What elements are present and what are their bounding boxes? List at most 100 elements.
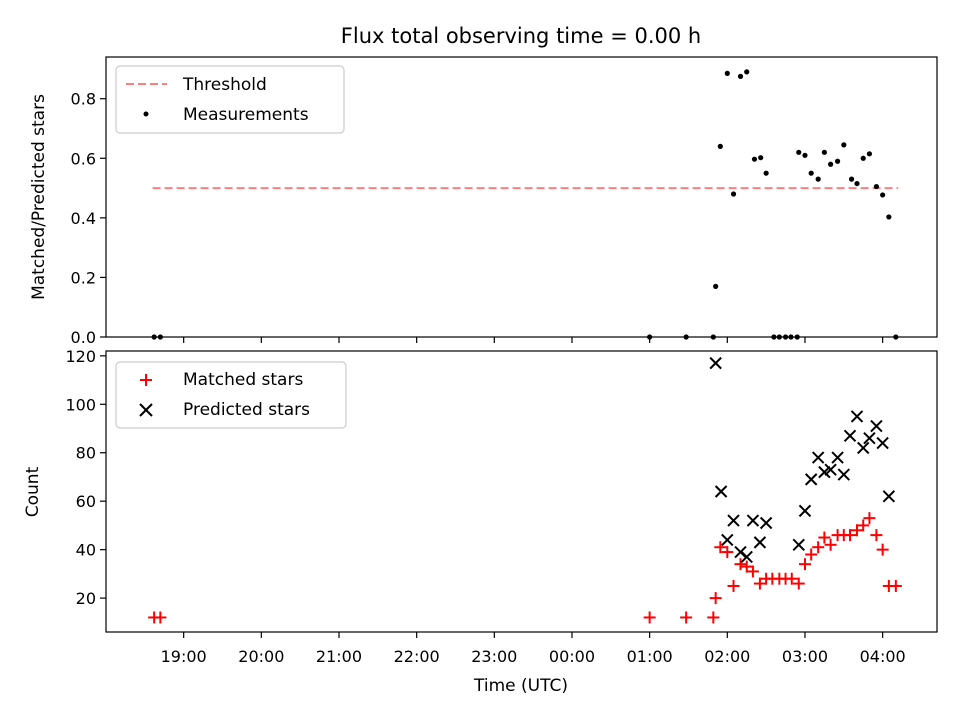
ratio-y-tick-label: 0.6 — [71, 149, 96, 168]
measurement-point — [815, 176, 821, 182]
count-x-tick-label: 19:00 — [161, 647, 207, 666]
matched-stars-point — [844, 529, 857, 542]
count-legend-box — [115, 361, 347, 429]
count-panel-frame — [105, 350, 938, 633]
measurements-legend-label: Measurements — [183, 105, 309, 125]
predicted-stars-point — [857, 441, 870, 455]
matched-stars-point — [798, 558, 811, 571]
measurement-point — [724, 70, 730, 76]
predicted-stars-point — [804, 473, 818, 486]
count-legend: Matched stars Predicted stars — [115, 361, 347, 429]
matched-stars-point — [740, 560, 753, 573]
predicted-stars-point — [831, 451, 844, 464]
count-x-tick-label: 22:00 — [394, 647, 440, 666]
measurement-point — [713, 283, 719, 289]
measurement-point — [808, 170, 814, 176]
measurement-point — [763, 170, 769, 176]
predicted-stars-point — [753, 536, 767, 549]
ratio-legend-box — [115, 65, 345, 134]
matched-stars-point — [721, 546, 734, 559]
predicted-stars-point — [843, 429, 857, 442]
measurement-point — [821, 149, 827, 155]
count-x-tick-label: 04:00 — [860, 647, 906, 666]
matched-stars-point — [727, 579, 740, 592]
count-x-tick-label: 01:00 — [627, 647, 673, 666]
predicted-stars-point — [740, 550, 753, 564]
predicted-stars-point — [863, 431, 876, 445]
matched-stars-point — [824, 538, 837, 551]
count-y-tick-label: 60 — [76, 492, 96, 511]
predicted-stars-point — [709, 356, 722, 370]
matched-stars-point — [851, 524, 864, 537]
matched-stars-point — [870, 529, 883, 542]
predicted-stars-point — [882, 490, 896, 503]
predicted-stars-point — [721, 533, 734, 547]
matched-stars-point — [643, 611, 656, 624]
matched-stars-point — [863, 512, 876, 525]
ratio-y-axis-label: Matched/Predicted stars — [29, 94, 49, 300]
matched-stars-point — [857, 519, 870, 532]
matched-stars-point — [734, 558, 747, 571]
measurement-point — [737, 73, 744, 79]
count-x-tick-label: 21:00 — [316, 647, 362, 666]
count-points — [148, 356, 902, 624]
matched-stars-point — [876, 543, 889, 556]
matched-stars-point — [812, 541, 825, 554]
count-y-tick-label: 120 — [65, 347, 96, 366]
predicted-stars-point — [870, 419, 883, 433]
predicted-stars-point — [876, 436, 889, 450]
count-y-tick-label: 20 — [76, 589, 96, 608]
measurement-point — [834, 158, 841, 164]
measurement-point — [886, 214, 892, 220]
predicted-stars-point — [811, 451, 825, 464]
measurement-point — [730, 191, 737, 197]
count-x-tick-label: 20:00 — [238, 647, 284, 666]
measurement-point — [880, 192, 886, 198]
matched-stars-point — [805, 548, 818, 561]
predicted-stars-point — [746, 514, 760, 527]
predicted-stars-point — [759, 516, 773, 530]
count-x-tick-label: 03:00 — [782, 647, 828, 666]
count-panel: 20 40 60 80 100 120 19:00 20:00 21:00 22:00 23:00 0… — [23, 347, 938, 696]
measurement-point — [828, 161, 834, 167]
count-y-tick-label: 80 — [76, 444, 96, 463]
ratio-y-tick-label: 0.4 — [71, 209, 96, 228]
measurement-point — [758, 155, 764, 161]
predicted-legend-swatch — [139, 403, 153, 417]
predicted-stars-point — [837, 468, 851, 481]
count-y-tick-label: 100 — [65, 395, 96, 414]
measurement-point — [873, 183, 880, 190]
ratio-y-tick-label: 0.0 — [71, 328, 96, 347]
matched-stars-point — [792, 577, 805, 590]
ratio-y-tick-label: 0.2 — [71, 268, 96, 287]
ratio-legend: Threshold Measurements — [115, 65, 345, 134]
measurement-point — [751, 156, 758, 162]
measurement-point — [866, 151, 873, 157]
measurement-point — [796, 149, 802, 155]
measurement-point — [848, 176, 855, 182]
matched-stars-point — [889, 579, 902, 592]
predicted-stars-point — [714, 485, 728, 498]
measurement-point — [717, 143, 723, 149]
ratio-panel: 0.00.20.40.60.8 Matched/Predicted stars … — [29, 56, 938, 347]
predicted-stars-point — [792, 538, 805, 552]
matched-stars-point — [680, 611, 693, 624]
matched-stars-point — [746, 565, 759, 578]
ratio-panel-frame — [105, 56, 938, 338]
count-x-tick-label: 23:00 — [471, 647, 517, 666]
matched-stars-point — [818, 531, 831, 544]
matched-stars-point — [753, 577, 766, 590]
count-panel-ticks: 20 40 60 80 100 120 19:00 20:00 21:00 22:00 23:00 0… — [65, 347, 905, 666]
ratio-panel-ticks: 0.0 0.2 0.4 0.6 0.8 — [71, 90, 884, 347]
chart-title: Flux total observing time = 0.00 h — [341, 24, 701, 48]
count-x-tick-label: 02:00 — [704, 647, 750, 666]
matched-stars-point — [714, 541, 727, 554]
matched-legend-label: Matched stars — [183, 370, 303, 390]
predicted-legend-label: Predicted stars — [183, 400, 310, 420]
matched-legend-swatch — [140, 374, 152, 386]
predicted-stars-point — [798, 504, 812, 518]
measurement-point — [744, 69, 750, 75]
measurement-point — [854, 180, 860, 187]
predicted-stars-point — [850, 410, 864, 423]
